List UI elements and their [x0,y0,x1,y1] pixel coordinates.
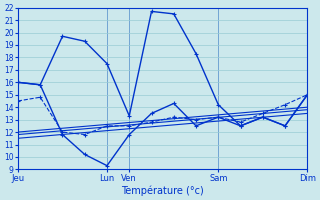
X-axis label: Température (°c): Température (°c) [121,185,204,196]
